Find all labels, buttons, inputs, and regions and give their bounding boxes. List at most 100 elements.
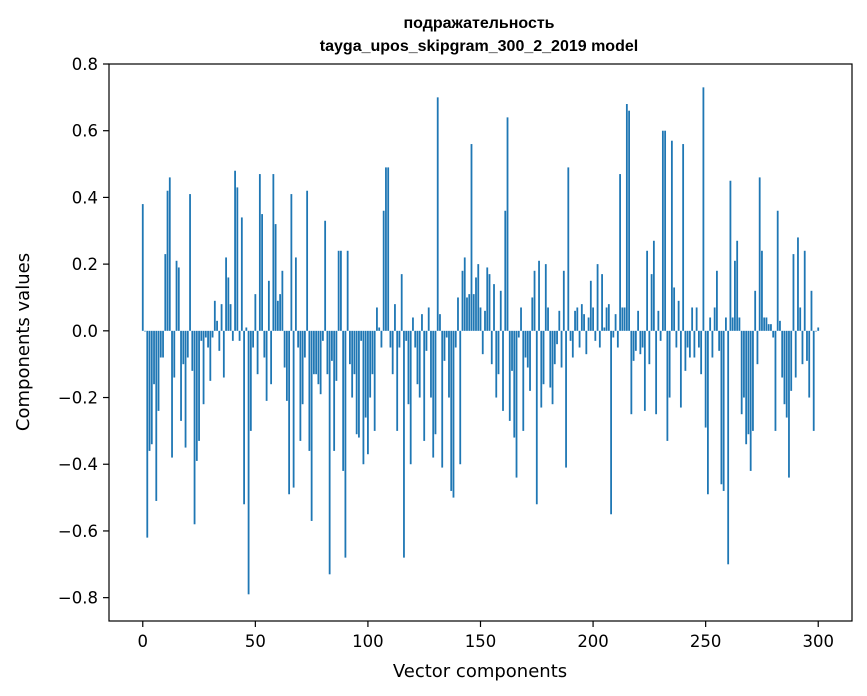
bar xyxy=(743,330,745,398)
bar xyxy=(493,284,495,331)
bar xyxy=(585,330,588,355)
bar xyxy=(155,330,158,501)
bar xyxy=(207,330,209,348)
bar xyxy=(227,277,230,331)
bar xyxy=(538,260,540,331)
bar xyxy=(652,240,655,331)
bar xyxy=(463,257,466,331)
bar xyxy=(650,274,653,331)
bar xyxy=(612,330,615,338)
bar xyxy=(186,330,189,358)
bar xyxy=(756,330,759,365)
bar xyxy=(508,330,511,421)
bar xyxy=(337,250,340,331)
bar xyxy=(427,307,430,331)
bar xyxy=(799,307,802,331)
bar xyxy=(358,330,360,438)
bar xyxy=(378,327,381,331)
bar xyxy=(607,304,610,331)
x-tick-label: 250 xyxy=(690,632,722,651)
bar xyxy=(502,330,504,411)
bar xyxy=(261,214,263,331)
bar xyxy=(175,260,178,331)
bar xyxy=(693,330,696,358)
bar xyxy=(297,330,300,348)
x-tick-label: 150 xyxy=(465,632,497,651)
bar xyxy=(583,314,585,331)
bar xyxy=(360,330,363,341)
chart-subtitle: tayga_upos_skipgram_300_2_2019 model xyxy=(320,38,638,55)
x-axis-label: Vector components xyxy=(393,661,567,682)
bar xyxy=(776,210,779,331)
bar xyxy=(213,300,216,331)
bar xyxy=(506,117,509,331)
bar xyxy=(718,330,721,351)
bar xyxy=(231,330,234,341)
bar xyxy=(177,267,180,331)
bar xyxy=(367,330,369,455)
y-tick-label: −0.8 xyxy=(58,589,98,608)
bar xyxy=(153,330,155,385)
bar xyxy=(711,330,714,358)
bar xyxy=(587,317,590,331)
bar xyxy=(450,330,453,491)
bar xyxy=(270,330,273,385)
bar xyxy=(734,260,736,331)
bar xyxy=(738,317,741,331)
bar xyxy=(736,240,739,331)
bar xyxy=(382,210,385,331)
bar xyxy=(803,250,806,331)
bar xyxy=(470,144,473,331)
bar xyxy=(655,330,658,415)
bar xyxy=(594,330,597,341)
y-tick-label: 0.2 xyxy=(72,255,98,274)
bar xyxy=(434,330,437,435)
bar xyxy=(524,330,527,358)
bar xyxy=(562,270,565,331)
bar xyxy=(603,327,606,331)
bar xyxy=(542,330,545,385)
bar xyxy=(288,330,291,495)
bar xyxy=(200,330,203,341)
bar xyxy=(745,330,748,445)
bar xyxy=(285,330,288,401)
bar xyxy=(331,330,333,361)
bar xyxy=(189,194,191,331)
bar xyxy=(551,330,554,405)
bar xyxy=(754,290,757,331)
bar xyxy=(292,330,295,488)
x-axis: 0 50 100 150 200 250 300 xyxy=(138,621,834,651)
bar xyxy=(817,327,820,331)
bar xyxy=(752,330,754,431)
bar xyxy=(238,330,241,341)
x-tick-label: 100 xyxy=(352,632,384,651)
bar xyxy=(168,177,171,331)
bar xyxy=(779,320,781,331)
bar xyxy=(616,330,619,348)
bar xyxy=(312,330,315,375)
bar xyxy=(321,330,324,341)
bar xyxy=(256,330,259,375)
bar xyxy=(461,270,464,331)
bar xyxy=(234,170,236,331)
bar xyxy=(619,174,621,331)
bar xyxy=(216,320,218,331)
bar xyxy=(767,324,770,331)
bar xyxy=(549,330,552,388)
bar xyxy=(412,317,414,331)
bar xyxy=(326,330,329,375)
bar xyxy=(578,330,581,348)
bar xyxy=(659,330,662,341)
bar xyxy=(488,274,491,331)
bar xyxy=(698,330,700,348)
bar xyxy=(797,237,799,331)
bar xyxy=(499,290,502,331)
bar xyxy=(553,330,556,365)
bar xyxy=(396,330,399,431)
bar xyxy=(220,304,223,331)
bar xyxy=(281,270,284,331)
bar xyxy=(727,330,730,565)
bar xyxy=(648,330,651,365)
bar xyxy=(569,330,572,341)
bar xyxy=(688,330,691,358)
